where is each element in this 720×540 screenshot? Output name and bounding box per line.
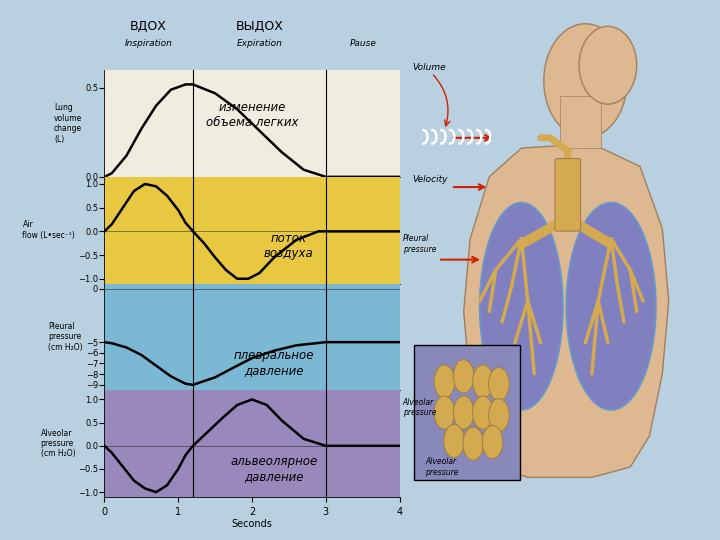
FancyBboxPatch shape bbox=[555, 159, 580, 231]
Text: Velocity: Velocity bbox=[413, 175, 448, 184]
Ellipse shape bbox=[544, 24, 627, 138]
Text: ВДОХ: ВДОХ bbox=[130, 19, 167, 33]
Bar bbox=[560, 96, 601, 148]
Text: ВЫДОХ: ВЫДОХ bbox=[235, 19, 283, 33]
Y-axis label: Pleural
pressure
(cm H₂O): Pleural pressure (cm H₂O) bbox=[48, 322, 83, 352]
Circle shape bbox=[472, 365, 493, 398]
Text: поток
воздуха: поток воздуха bbox=[264, 232, 314, 260]
Text: Volume: Volume bbox=[413, 63, 446, 72]
Ellipse shape bbox=[566, 202, 656, 410]
Circle shape bbox=[454, 396, 474, 429]
Circle shape bbox=[454, 360, 474, 393]
Text: Expiration: Expiration bbox=[236, 39, 282, 48]
Text: изменение
объема легких: изменение объема легких bbox=[206, 100, 298, 129]
Circle shape bbox=[434, 365, 455, 398]
Text: Alveolar
pressure: Alveolar pressure bbox=[426, 457, 459, 477]
Polygon shape bbox=[464, 146, 669, 477]
Text: Pleural
pressure: Pleural pressure bbox=[402, 234, 436, 254]
Circle shape bbox=[472, 396, 493, 429]
Ellipse shape bbox=[480, 202, 563, 410]
Circle shape bbox=[482, 426, 503, 458]
Circle shape bbox=[463, 427, 484, 460]
Text: альвеолярное
давление: альвеолярное давление bbox=[230, 455, 318, 483]
FancyBboxPatch shape bbox=[414, 345, 520, 480]
Text: Pause: Pause bbox=[349, 39, 376, 48]
Circle shape bbox=[489, 367, 509, 401]
Y-axis label: Air
flow (L•sec⁻¹): Air flow (L•sec⁻¹) bbox=[22, 220, 76, 240]
Text: Alveolar
pressure: Alveolar pressure bbox=[402, 398, 436, 417]
Text: Inspiration: Inspiration bbox=[125, 39, 173, 48]
Ellipse shape bbox=[579, 26, 636, 104]
Circle shape bbox=[434, 396, 455, 429]
Y-axis label: Alveolar
pressure
(cm H₂O): Alveolar pressure (cm H₂O) bbox=[40, 429, 76, 458]
X-axis label: Seconds: Seconds bbox=[232, 519, 272, 529]
Text: плевральное
давление: плевральное давление bbox=[234, 349, 315, 377]
Circle shape bbox=[489, 399, 509, 432]
Y-axis label: Lung
volume
change
(L): Lung volume change (L) bbox=[54, 104, 82, 144]
Circle shape bbox=[444, 424, 464, 458]
